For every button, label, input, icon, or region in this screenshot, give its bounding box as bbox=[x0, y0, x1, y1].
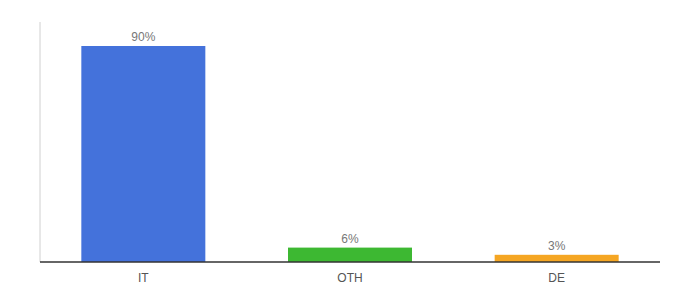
data-label: 3% bbox=[548, 239, 566, 253]
chart-container: 90% 6% 3% IT OTH DE bbox=[0, 0, 680, 300]
y-axis-line bbox=[40, 22, 41, 262]
x-tick-label: DE bbox=[548, 271, 565, 285]
x-axis bbox=[40, 261, 660, 263]
data-label: 90% bbox=[131, 30, 155, 44]
bar bbox=[495, 255, 619, 262]
x-tick-label: IT bbox=[138, 271, 149, 285]
chart-svg: 90% 6% 3% IT OTH DE bbox=[0, 0, 680, 300]
data-label: 6% bbox=[341, 232, 359, 246]
bar bbox=[81, 46, 205, 262]
bar bbox=[288, 248, 412, 262]
x-tick-label: OTH bbox=[337, 271, 362, 285]
bars bbox=[81, 46, 618, 262]
